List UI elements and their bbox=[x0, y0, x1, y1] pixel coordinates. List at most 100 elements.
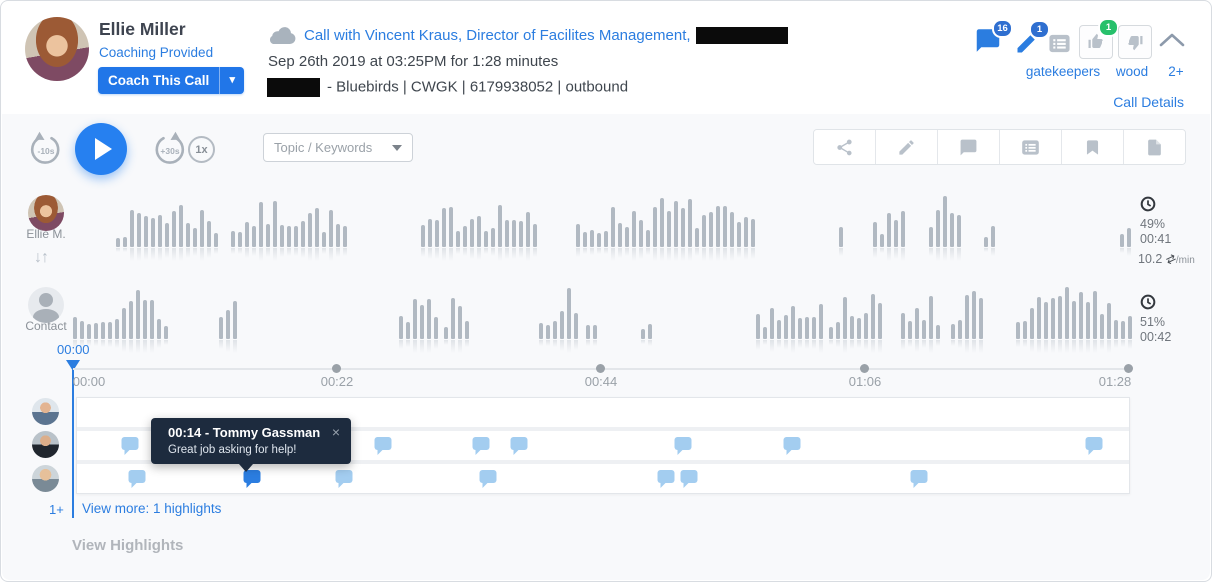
comment-bubble[interactable] bbox=[479, 470, 497, 488]
talk-percent: 49% bbox=[1140, 217, 1166, 231]
comment-bubble[interactable] bbox=[374, 437, 392, 455]
switch-rate-unit: /min bbox=[1175, 255, 1195, 266]
share-button[interactable] bbox=[814, 130, 875, 164]
annotation-count-badge: 1 bbox=[1029, 20, 1050, 39]
play-button[interactable] bbox=[75, 123, 127, 175]
scorecard-list-icon[interactable] bbox=[1048, 32, 1071, 55]
comments-button[interactable]: 16 bbox=[973, 19, 1013, 57]
bookmark-icon bbox=[1086, 139, 1099, 155]
commenter-avatar[interactable] bbox=[32, 465, 59, 492]
call-datetime: Sep 26th 2019 at 03:25PM for 1:28 minute… bbox=[268, 53, 559, 70]
comment-bubble[interactable] bbox=[674, 437, 692, 455]
more-commenters-count[interactable]: 1+ bbox=[49, 502, 64, 517]
tooltip-body: Great job asking for help! bbox=[168, 444, 297, 456]
waveform-speaker2[interactable] bbox=[73, 275, 1132, 353]
avatar[interactable] bbox=[25, 17, 89, 81]
comment-bubble[interactable] bbox=[910, 470, 928, 488]
playhead-line bbox=[72, 370, 74, 518]
tag-gatekeepers[interactable]: gatekeepers bbox=[1025, 64, 1101, 79]
speaker-name: Contact bbox=[25, 319, 67, 333]
player-section-background bbox=[2, 114, 1210, 580]
chevron-down-icon[interactable]: ▾ bbox=[219, 67, 244, 94]
notes-button[interactable] bbox=[1123, 130, 1185, 164]
switch-rate-stat: 10.2 ⇄/min bbox=[1138, 251, 1195, 268]
chevron-down-icon bbox=[392, 144, 402, 151]
comment-row bbox=[77, 464, 1129, 493]
coach-this-call-button[interactable]: Coach This Call ▾ bbox=[98, 67, 245, 94]
scorecard-button[interactable] bbox=[999, 130, 1061, 164]
bookmark-button[interactable] bbox=[1061, 130, 1123, 164]
talk-stat-speaker1: 49% 00:41 bbox=[1140, 196, 1171, 247]
like-button[interactable]: 1 bbox=[1079, 18, 1119, 59]
playback-speed-button[interactable]: 1x bbox=[188, 136, 215, 163]
timeline-dot[interactable] bbox=[860, 364, 869, 373]
tick-label: 01:06 bbox=[848, 374, 882, 389]
swap-speakers-icon[interactable]: ↓↑ bbox=[34, 249, 49, 266]
rewind-10s-button[interactable]: -10s bbox=[27, 131, 63, 167]
highlight-button[interactable] bbox=[875, 130, 937, 164]
talk-time: 00:42 bbox=[1140, 330, 1172, 344]
commenter-avatar[interactable] bbox=[32, 398, 59, 425]
commenter-avatar[interactable] bbox=[32, 431, 59, 458]
redacted-text bbox=[267, 78, 320, 97]
comment-bubble[interactable] bbox=[335, 470, 353, 488]
comment-bubble[interactable] bbox=[1085, 437, 1103, 455]
tick-label: 00:22 bbox=[320, 374, 354, 389]
comment-icon bbox=[960, 139, 977, 155]
comment-bubble[interactable] bbox=[510, 437, 528, 455]
share-icon bbox=[837, 139, 852, 155]
tag-wood[interactable]: wood bbox=[1115, 64, 1149, 79]
svg-text:-10s: -10s bbox=[37, 146, 54, 156]
current-time-label: 00:00 bbox=[57, 342, 90, 357]
view-more-highlights-link[interactable]: View more: 1 highlights bbox=[82, 501, 222, 516]
dislike-button[interactable] bbox=[1118, 25, 1152, 59]
redacted-text bbox=[695, 27, 788, 45]
comment-bubble[interactable] bbox=[680, 470, 698, 488]
highlighter-icon bbox=[899, 139, 914, 155]
speaker-name: Ellie M. bbox=[26, 227, 66, 241]
comment-button[interactable] bbox=[937, 130, 999, 164]
talk-percent: 51% bbox=[1140, 315, 1166, 329]
tag-more[interactable]: 2+ bbox=[1168, 64, 1184, 79]
comment-bubble[interactable] bbox=[128, 470, 146, 488]
svg-text:+30s: +30s bbox=[160, 146, 179, 156]
coaching-provided-link[interactable]: Coaching Provided bbox=[99, 45, 214, 60]
call-details-link[interactable]: Call Details bbox=[1113, 94, 1184, 110]
switch-rate-value: 10.2 bbox=[1138, 252, 1163, 266]
forward-30s-button[interactable]: +30s bbox=[152, 131, 188, 167]
call-toolbar bbox=[813, 129, 1186, 165]
page-title: Ellie Miller bbox=[99, 19, 186, 39]
timeline-dot[interactable] bbox=[596, 364, 605, 373]
comment-count-badge: 16 bbox=[992, 19, 1013, 38]
comment-bubble[interactable] bbox=[783, 437, 801, 455]
document-icon bbox=[1148, 139, 1161, 155]
clock-icon bbox=[1140, 196, 1156, 212]
tick-label: 01:28 bbox=[1098, 374, 1132, 389]
comment-bubble[interactable] bbox=[472, 437, 490, 455]
call-title[interactable]: Call with Vincent Kraus, Director of Fac… bbox=[304, 27, 788, 45]
annotations-button[interactable]: 1 bbox=[1014, 20, 1050, 58]
timeline-dot[interactable] bbox=[1124, 364, 1133, 373]
like-count-badge: 1 bbox=[1098, 18, 1119, 37]
thumbs-up-icon bbox=[1088, 33, 1103, 48]
call-meta: - Bluebirds | CWGK | 6179938052 | outbou… bbox=[267, 78, 628, 97]
view-highlights-label: View Highlights bbox=[72, 537, 184, 554]
highlight-tooltip: 00:14 - Tommy Gassman × Great job asking… bbox=[151, 418, 351, 472]
playhead-marker[interactable] bbox=[66, 360, 80, 371]
cloud-icon bbox=[269, 27, 296, 44]
comment-bubble-selected[interactable] bbox=[243, 470, 261, 488]
comment-bubble[interactable] bbox=[657, 470, 675, 488]
comment-bubble[interactable] bbox=[121, 437, 139, 455]
topic-keywords-dropdown[interactable]: Topic / Keywords bbox=[263, 133, 413, 162]
speaker-avatar bbox=[28, 195, 64, 231]
clock-icon bbox=[1140, 294, 1156, 310]
tooltip-title: 00:14 - Tommy Gassman bbox=[168, 425, 321, 440]
waveform-speaker1[interactable] bbox=[73, 189, 1131, 261]
collapse-chevron-up-icon[interactable] bbox=[1158, 31, 1186, 49]
timeline-dot[interactable] bbox=[332, 364, 341, 373]
contact-avatar bbox=[28, 287, 64, 323]
topic-dropdown-placeholder: Topic / Keywords bbox=[274, 140, 373, 155]
close-icon[interactable]: × bbox=[331, 424, 340, 440]
thumbs-down-icon bbox=[1128, 36, 1143, 51]
